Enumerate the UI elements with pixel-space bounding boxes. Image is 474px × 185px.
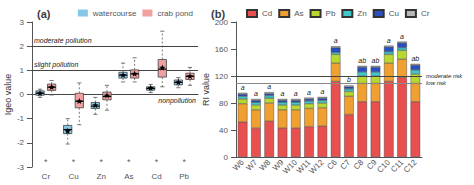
svg-text:C6: C6 <box>325 157 339 171</box>
svg-text:a: a <box>254 90 258 97</box>
svg-text:W7: W7 <box>244 157 259 172</box>
svg-text:(b): (b) <box>211 8 225 20</box>
svg-text:3: 3 <box>20 18 25 27</box>
svg-text:ab: ab <box>372 57 380 64</box>
svg-text:W12: W12 <box>308 157 326 175</box>
svg-text:As: As <box>294 9 303 18</box>
svg-text:1: 1 <box>20 66 25 75</box>
svg-text:ab: ab <box>411 55 419 62</box>
svg-text:RI value: RI value <box>201 73 211 106</box>
svg-text:Cu: Cu <box>389 9 399 18</box>
svg-text:ab: ab <box>358 57 366 64</box>
svg-text:nonpollution: nonpollution <box>158 97 196 105</box>
svg-text:*: * <box>155 157 159 167</box>
svg-text:40: 40 <box>219 126 228 135</box>
svg-text:-1: -1 <box>17 114 25 123</box>
svg-text:b: b <box>347 76 351 83</box>
svg-text:0: 0 <box>20 90 25 99</box>
svg-text:Igeo value: Igeo value <box>3 74 13 116</box>
svg-text:a: a <box>241 84 245 91</box>
svg-text:crab pond: crab pond <box>157 9 193 18</box>
svg-text:a: a <box>320 88 324 95</box>
svg-text:W9: W9 <box>270 157 286 173</box>
svg-text:*: * <box>72 157 76 167</box>
svg-text:a: a <box>334 37 338 44</box>
svg-text:-3: -3 <box>17 163 25 172</box>
svg-text:W10: W10 <box>281 157 299 176</box>
svg-text:Zn: Zn <box>357 9 366 18</box>
svg-text:a: a <box>294 90 298 97</box>
svg-text:C9: C9 <box>365 157 379 172</box>
svg-text:Cr: Cr <box>421 9 430 18</box>
svg-text:W11: W11 <box>294 157 313 176</box>
svg-text:80: 80 <box>219 99 228 108</box>
svg-text:W8: W8 <box>258 157 273 172</box>
svg-text:a: a <box>267 83 271 90</box>
svg-text:*: * <box>182 157 186 167</box>
svg-text:a: a <box>400 33 404 40</box>
svg-text:Cu: Cu <box>68 172 78 181</box>
svg-text:Cd: Cd <box>151 172 161 181</box>
svg-text:*: * <box>44 157 48 167</box>
svg-text:moderate risk: moderate risk <box>426 73 463 79</box>
svg-text:Pb: Pb <box>326 9 336 18</box>
svg-text:a: a <box>387 37 391 44</box>
svg-text:low risk: low risk <box>426 80 447 86</box>
svg-text:160: 160 <box>215 45 229 54</box>
svg-text:Cr: Cr <box>42 172 51 181</box>
svg-text:200: 200 <box>214 17 228 27</box>
svg-text:watercourse: watercourse <box>92 9 137 18</box>
svg-text:(a): (a) <box>37 8 51 20</box>
svg-text:Pb: Pb <box>179 172 189 181</box>
svg-text:120: 120 <box>215 72 229 81</box>
svg-text:*: * <box>127 157 131 167</box>
svg-text:-2: -2 <box>17 138 25 147</box>
svg-text:a: a <box>281 90 285 97</box>
svg-text:Zn: Zn <box>96 172 105 181</box>
svg-text:C12: C12 <box>402 157 419 174</box>
svg-text:C11: C11 <box>388 157 406 175</box>
svg-text:As: As <box>124 172 133 181</box>
svg-text:C10: C10 <box>375 157 392 175</box>
svg-text:W6: W6 <box>231 157 246 172</box>
svg-text:C8: C8 <box>352 157 366 171</box>
svg-text:a: a <box>307 89 311 96</box>
svg-text:C7: C7 <box>339 157 353 171</box>
svg-text:slight pollution: slight pollution <box>34 61 78 69</box>
svg-text:Cd: Cd <box>262 9 272 18</box>
svg-text:*: * <box>99 157 103 167</box>
svg-text:moderate pollution: moderate pollution <box>34 37 92 45</box>
svg-text:0: 0 <box>224 153 229 162</box>
svg-text:2: 2 <box>20 42 25 51</box>
